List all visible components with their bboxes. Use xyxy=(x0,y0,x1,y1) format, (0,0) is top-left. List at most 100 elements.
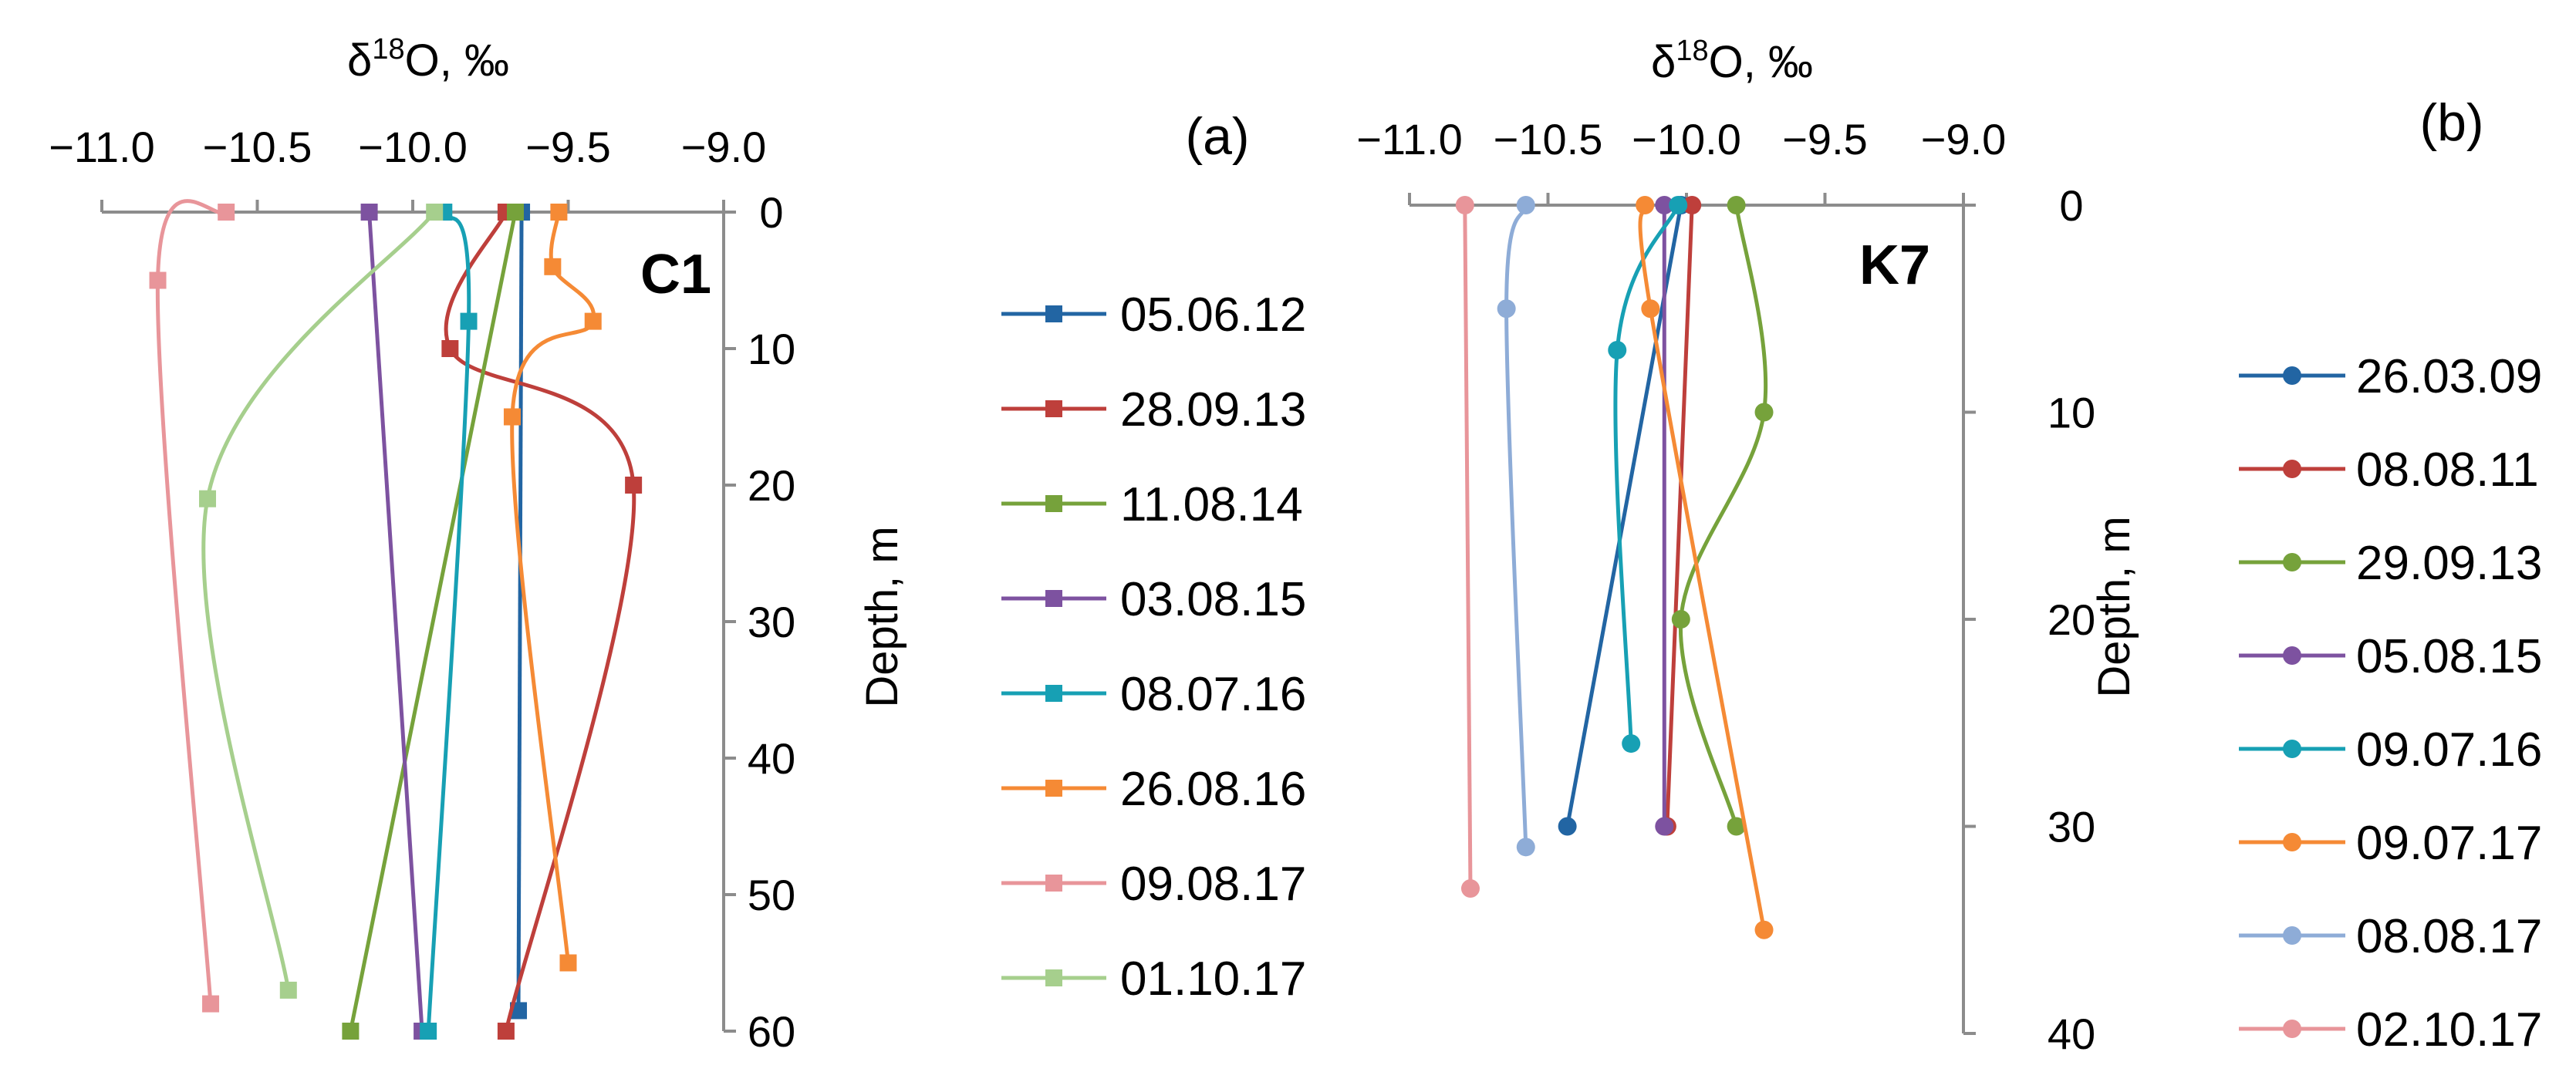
legend-marker xyxy=(1045,685,1062,702)
axes: −11.0 −10.5 −10.0 −9.5 −9.0 0 10 20 30 40 50 60 xyxy=(49,123,795,1056)
data-point xyxy=(1516,196,1535,214)
y-tick-label: 0 xyxy=(759,188,783,237)
legend-item: 09.07.16 xyxy=(2239,723,2542,777)
data-point xyxy=(360,204,378,221)
legend-marker xyxy=(2283,926,2301,945)
series-layer xyxy=(1455,196,1774,939)
legend-item: 09.08.17 xyxy=(1001,858,1306,911)
data-point xyxy=(1641,299,1660,319)
legend-label: 09.07.17 xyxy=(2356,817,2542,870)
y-axis-title: Depth, m xyxy=(2089,516,2139,697)
series-line xyxy=(155,199,228,1004)
y-tick-label: 60 xyxy=(748,1007,795,1056)
data-point xyxy=(625,477,643,494)
series-line xyxy=(1565,204,1683,827)
series-line xyxy=(510,211,596,963)
legend-item: 08.08.11 xyxy=(2239,443,2539,497)
data-point xyxy=(1669,196,1688,214)
site-label: C1 xyxy=(640,244,711,305)
y-tick-label: 10 xyxy=(2048,389,2095,437)
series-09.08.17 xyxy=(149,199,235,1013)
series-26.08.16 xyxy=(503,204,602,972)
data-point xyxy=(1460,879,1480,898)
x-axis-title: δ18O, ‰ xyxy=(1651,35,1813,87)
series-line xyxy=(1504,204,1528,848)
data-point xyxy=(1558,817,1577,836)
legend-item: 05.06.12 xyxy=(1001,288,1306,342)
legend-item: 02.10.17 xyxy=(2239,1003,2542,1057)
data-point xyxy=(1497,299,1516,319)
x-tick-label: −9.5 xyxy=(1782,115,1868,163)
series-03.08.15 xyxy=(360,204,431,1040)
legend-marker xyxy=(2283,833,2301,851)
data-point xyxy=(544,258,562,275)
series-08.08.17 xyxy=(1497,196,1535,857)
legend: 05.06.12 28.09.13 11.08.14 03.08.15 08.07.16… xyxy=(1001,288,1306,1006)
series-line xyxy=(1638,204,1766,931)
y-tick-label: 50 xyxy=(748,871,795,919)
y-tick-label: 20 xyxy=(2048,595,2095,644)
data-point xyxy=(1754,920,1774,939)
data-point xyxy=(1636,196,1655,214)
series-line xyxy=(444,211,636,1032)
series-09.07.17 xyxy=(1636,196,1774,939)
data-point xyxy=(1754,403,1774,422)
data-point xyxy=(1516,838,1535,857)
data-point xyxy=(503,408,521,426)
series-line xyxy=(1613,204,1680,744)
legend-marker xyxy=(1045,875,1062,892)
data-point xyxy=(460,312,478,330)
data-point xyxy=(1727,196,1746,214)
legend-label: 05.08.15 xyxy=(2356,630,2542,683)
data-point xyxy=(1683,196,1702,214)
y-axis-title: Depth, m xyxy=(857,526,907,707)
series-29.09.13 xyxy=(1671,196,1774,836)
data-point xyxy=(1655,817,1674,836)
x-axis-title: δ18O, ‰ xyxy=(347,33,509,86)
legend-marker xyxy=(1045,305,1062,322)
legend-label: 08.08.11 xyxy=(2356,443,2539,497)
x-tick-label: −11.0 xyxy=(1356,115,1463,163)
legend-item: 05.08.15 xyxy=(2239,630,2542,683)
x-tick-label: −10.0 xyxy=(1632,115,1741,163)
x-tick-label: −10.5 xyxy=(203,123,312,171)
panel-label: (a) xyxy=(1185,107,1249,166)
legend-item: 09.07.17 xyxy=(2239,817,2542,870)
legend-item: 03.08.15 xyxy=(1001,573,1306,626)
data-point xyxy=(1608,340,1627,359)
legend-item: 08.07.16 xyxy=(1001,668,1306,721)
legend-label: 03.08.15 xyxy=(1120,573,1306,626)
data-point xyxy=(506,204,524,221)
data-point xyxy=(1671,610,1690,629)
series-02.10.17 xyxy=(1455,196,1480,898)
data-point xyxy=(199,490,217,507)
legend-item: 01.10.17 xyxy=(1001,952,1306,1006)
legend-item: 28.09.13 xyxy=(1001,383,1306,437)
legend-marker xyxy=(1045,590,1062,607)
legend-label: 09.08.17 xyxy=(1120,858,1306,911)
legend-marker xyxy=(2283,646,2301,665)
panel-label: (b) xyxy=(2419,93,2483,152)
chart-panel-b: δ18O, ‰ (b) K7 Depth, m −11.0 −10.5 −10.0−… xyxy=(1356,35,2542,1058)
legend-label: 28.09.13 xyxy=(1120,383,1306,437)
x-tick-label: −10.5 xyxy=(1494,115,1603,163)
x-tick-label: −9.0 xyxy=(1921,115,2007,163)
chart-panel-a: δ18O, ‰ (a) C1 Depth, m −11.0 −10.5 −10.0−… xyxy=(49,33,1306,1056)
data-point xyxy=(1455,196,1474,214)
data-point xyxy=(218,204,235,221)
data-point xyxy=(559,954,577,972)
series-layer xyxy=(149,199,643,1040)
series-line xyxy=(426,211,471,1032)
series-01.10.17 xyxy=(199,204,444,999)
series-line xyxy=(201,211,437,991)
data-point xyxy=(342,1023,360,1040)
y-tick-label: 40 xyxy=(748,734,795,783)
legend: 26.03.09 08.08.11 29.09.13 05.08.15 09.07.16… xyxy=(2239,350,2542,1057)
legend-label: 29.09.13 xyxy=(2356,537,2542,590)
legend-label: 05.06.12 xyxy=(1120,288,1306,342)
legend-label: 08.07.16 xyxy=(1120,668,1306,721)
legend-label: 08.08.17 xyxy=(2356,910,2542,963)
legend-label: 09.07.16 xyxy=(2356,723,2542,777)
legend-marker xyxy=(2283,460,2301,478)
series-line xyxy=(348,211,518,1032)
